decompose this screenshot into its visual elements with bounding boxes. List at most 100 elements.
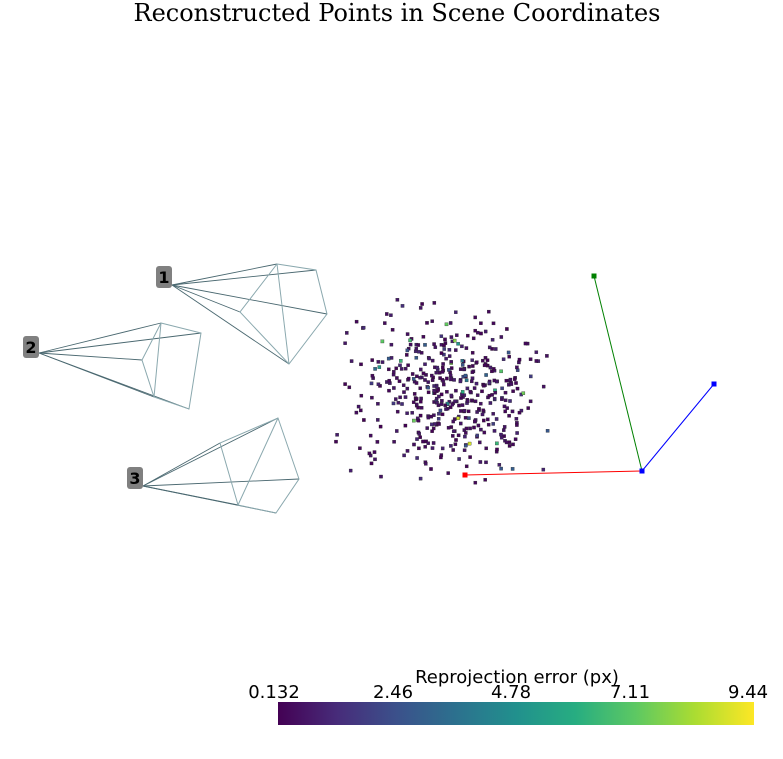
point [401, 383, 406, 387]
point [334, 439, 338, 444]
point [464, 431, 468, 435]
point [411, 400, 416, 404]
point [429, 467, 433, 471]
point [452, 338, 457, 343]
point [459, 421, 463, 426]
point [453, 399, 457, 404]
point [460, 344, 464, 349]
point [454, 348, 458, 352]
point [423, 343, 427, 347]
point [460, 390, 465, 394]
point [462, 408, 467, 413]
point [515, 386, 520, 391]
point [500, 397, 504, 401]
point [526, 406, 530, 410]
point [508, 399, 512, 403]
point [468, 455, 472, 459]
point [534, 359, 539, 363]
point [464, 464, 469, 469]
point [484, 373, 488, 377]
colorbar-tick-label: 0.132 [248, 682, 300, 703]
point [385, 312, 389, 316]
point [472, 386, 477, 390]
point [418, 476, 423, 481]
point [466, 399, 470, 403]
point [545, 429, 550, 433]
point [479, 331, 483, 336]
point [439, 351, 444, 355]
point [499, 466, 503, 471]
point [449, 335, 454, 339]
point [345, 331, 349, 335]
point [442, 347, 446, 351]
point [478, 460, 483, 464]
point [499, 369, 503, 374]
point [499, 435, 504, 440]
point [529, 374, 533, 379]
point [440, 399, 444, 403]
point [482, 430, 487, 435]
point [515, 431, 519, 435]
point [397, 379, 402, 383]
point [504, 378, 509, 383]
point [421, 371, 426, 376]
point [487, 393, 492, 398]
point [436, 403, 441, 408]
point [464, 426, 469, 431]
point [507, 444, 512, 448]
point [335, 433, 339, 437]
point [487, 345, 492, 350]
point [509, 382, 514, 386]
point [433, 345, 438, 349]
point [479, 321, 483, 325]
point [348, 468, 353, 473]
point [443, 403, 447, 408]
point [484, 460, 488, 465]
point [444, 356, 448, 361]
point [472, 425, 476, 430]
point [481, 358, 485, 363]
point [379, 474, 383, 479]
point [465, 386, 470, 391]
point [412, 442, 416, 447]
point [451, 419, 455, 424]
point [443, 337, 447, 342]
point [467, 441, 472, 446]
point [453, 442, 458, 446]
point [378, 424, 383, 429]
point [454, 310, 458, 314]
point [470, 358, 474, 362]
point [464, 346, 469, 350]
point [473, 315, 477, 320]
point [510, 467, 515, 471]
point [368, 433, 373, 438]
camera-label: 1 [158, 268, 169, 287]
point [389, 313, 393, 317]
point [451, 434, 455, 438]
point [545, 354, 549, 358]
point [373, 367, 377, 371]
point [410, 372, 415, 376]
point [475, 393, 480, 397]
point [502, 425, 507, 429]
point [425, 426, 429, 430]
point [420, 302, 424, 306]
point [347, 385, 352, 390]
point [415, 374, 419, 379]
point [403, 395, 408, 399]
point [471, 364, 475, 368]
point [491, 321, 496, 326]
point [438, 408, 443, 413]
point [408, 338, 412, 343]
point [514, 417, 519, 421]
point [505, 406, 509, 410]
point [439, 455, 443, 460]
point [495, 379, 499, 384]
point [395, 409, 400, 414]
point [419, 406, 424, 410]
colorbar-tick-label: 9.44 [728, 682, 768, 703]
colorbar-tick-label: 7.11 [610, 682, 650, 703]
point [512, 377, 517, 381]
point [513, 437, 518, 441]
point [426, 380, 430, 384]
